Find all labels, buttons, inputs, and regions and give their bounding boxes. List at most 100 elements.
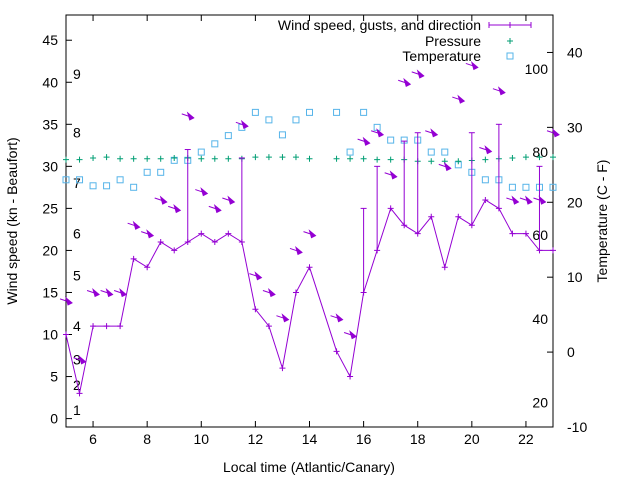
wind-speed-point xyxy=(333,348,340,355)
wind-speed-point xyxy=(536,247,543,254)
temperature-point xyxy=(306,108,313,116)
wind-direction-arrowhead xyxy=(552,128,560,138)
y-tick-label-left: 40 xyxy=(42,74,58,90)
wind-speed-point xyxy=(279,365,286,372)
wind-speed-point xyxy=(144,264,151,271)
wind-speed-point xyxy=(225,230,232,237)
wind-direction-arrowhead xyxy=(430,128,439,138)
pressure-point xyxy=(252,154,259,161)
beaufort-label: 4 xyxy=(73,318,81,334)
x-tick-label: 12 xyxy=(248,431,264,447)
legend-label: Wind speed, gusts, and direction xyxy=(278,17,481,33)
axis-ticks: 6 8 10 12 14 16 18 20 22051015202530354045-10010… xyxy=(42,15,587,447)
x-tick-label: 16 xyxy=(356,431,372,447)
wind-direction-arrowhead xyxy=(186,111,195,121)
beaufort-label: 2 xyxy=(73,377,81,393)
wind-speed-series xyxy=(63,196,556,397)
wind-direction-arrowhead xyxy=(119,288,128,298)
pressure-point xyxy=(482,156,489,163)
wind-speed-point xyxy=(76,390,83,397)
temperature-point xyxy=(224,132,232,140)
temperature-point xyxy=(265,116,273,124)
x-tick-label: 8 xyxy=(143,431,151,447)
pressure-series xyxy=(63,154,556,165)
pressure-point xyxy=(157,155,164,162)
beaufort-label: 6 xyxy=(73,226,81,242)
wind-direction-arrowhead xyxy=(416,69,425,79)
pressure-point xyxy=(347,155,354,162)
x-tick-label: 18 xyxy=(410,431,426,447)
temperature-point xyxy=(481,176,489,184)
pressure-point xyxy=(225,155,232,162)
temperature-point xyxy=(346,148,354,156)
wind-speed-point xyxy=(306,264,313,271)
wind-direction-arrowhead xyxy=(362,136,371,146)
wind-speed-point xyxy=(414,230,421,237)
temperature-point xyxy=(103,182,111,190)
temperature-point xyxy=(278,131,286,139)
legend-swatch-marker xyxy=(506,52,514,60)
wind-speed-point xyxy=(252,306,259,313)
wind-speed-point xyxy=(387,205,394,212)
fahrenheit-label: 100 xyxy=(525,61,549,77)
pressure-point xyxy=(428,158,435,165)
wind-direction-arrows xyxy=(59,61,560,365)
temperature-point xyxy=(211,140,219,148)
temperature-point xyxy=(143,168,151,176)
y-tick-label-right: 40 xyxy=(567,44,583,60)
beaufort-label: 3 xyxy=(73,352,81,368)
pressure-point xyxy=(374,156,381,163)
wind-speed-point xyxy=(401,222,408,229)
x-axis-label: Local time (Atlantic/Canary) xyxy=(223,459,395,475)
pressure-point xyxy=(171,154,178,161)
wind-direction-arrowhead xyxy=(484,145,493,155)
pressure-point xyxy=(211,155,218,162)
wind-speed-point xyxy=(130,255,137,262)
pressure-point xyxy=(360,155,367,162)
temperature-point xyxy=(157,168,165,176)
y-axis-label-right: Temperature (C - F) xyxy=(594,160,610,283)
gust-series xyxy=(184,123,543,293)
pressure-point xyxy=(117,155,124,162)
pressure-point xyxy=(333,155,340,162)
pressure-point xyxy=(198,155,205,162)
wind-speed-point xyxy=(360,289,367,296)
wind-speed-point xyxy=(103,323,110,330)
wind-direction-arrowhead xyxy=(65,296,73,306)
wind-speed-point xyxy=(292,289,299,296)
fahrenheit-label: 80 xyxy=(532,144,548,160)
temperature-point xyxy=(522,183,530,191)
wind-speed-point xyxy=(90,323,97,330)
pressure-point xyxy=(292,154,299,161)
wind-direction-arrowhead xyxy=(538,195,547,205)
wind-direction-arrowhead xyxy=(525,195,533,205)
wind-direction-arrowhead xyxy=(389,170,398,180)
wind-speed-point xyxy=(347,373,354,380)
pressure-point xyxy=(63,156,69,163)
temperature-point xyxy=(427,148,435,156)
temperature-point xyxy=(130,183,138,191)
wind-direction-arrowhead xyxy=(267,288,276,298)
beaufort-label: 5 xyxy=(73,268,81,284)
wind-speed-point xyxy=(198,230,205,237)
y-tick-label-right: -10 xyxy=(567,419,587,435)
pressure-point xyxy=(509,154,516,161)
wind-speed-point xyxy=(374,247,381,254)
legend: Wind speed, gusts, and directionPressure… xyxy=(278,17,532,64)
pressure-point xyxy=(279,154,286,161)
wind-speed-point xyxy=(428,213,435,220)
temperature-point xyxy=(292,116,300,124)
wind-speed-point xyxy=(455,213,462,220)
y-tick-label-right: 0 xyxy=(567,344,575,360)
x-tick-label: 10 xyxy=(193,431,209,447)
y-tick-label-left: 20 xyxy=(42,242,58,258)
temperature-point xyxy=(62,176,70,184)
y-tick-label-left: 0 xyxy=(50,411,58,427)
pressure-point xyxy=(90,154,97,161)
pressure-point xyxy=(306,155,313,162)
pressure-point xyxy=(522,154,529,161)
beaufort-label: 9 xyxy=(73,66,81,82)
y-tick-label-right: 10 xyxy=(567,269,583,285)
pressure-point xyxy=(550,154,556,161)
